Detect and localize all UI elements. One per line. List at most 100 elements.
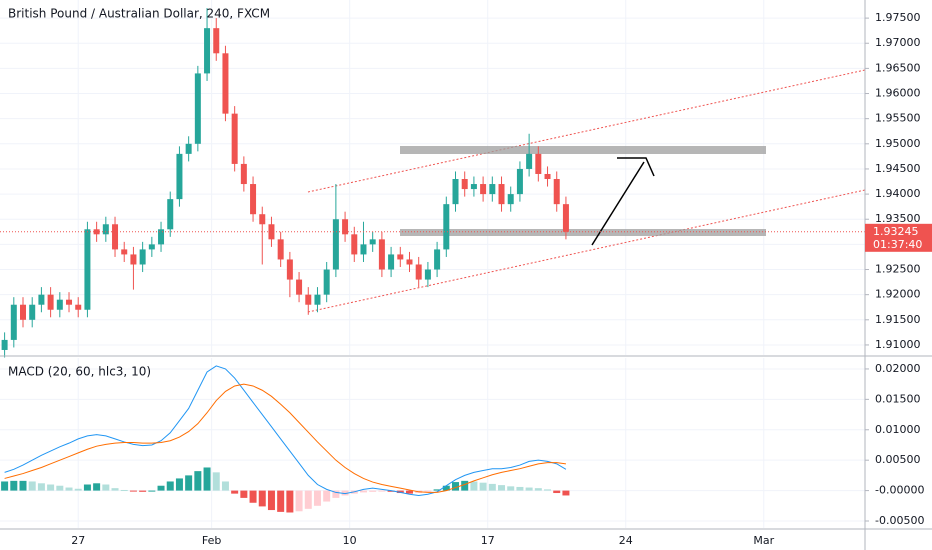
histogram-bar <box>221 481 229 491</box>
y-tick-label: 1.91500 <box>875 313 921 326</box>
candle-body <box>369 239 376 245</box>
candle-body <box>507 194 514 205</box>
candle-body <box>194 73 201 144</box>
candle-body <box>1 339 8 350</box>
y-tick-label: 1.93500 <box>875 212 921 225</box>
histogram-bar <box>74 488 82 491</box>
candle-body <box>526 153 533 169</box>
candle-body <box>47 294 54 310</box>
y-tick-label: 1.92000 <box>875 288 921 301</box>
histogram-bar <box>111 488 119 491</box>
candle-body <box>296 279 303 295</box>
histogram-bar <box>553 490 561 494</box>
candle-body <box>544 173 551 180</box>
histogram-bar <box>258 490 266 507</box>
histogram-bar <box>323 490 331 502</box>
histogram-bar <box>19 480 27 491</box>
candle-body <box>231 113 238 164</box>
candle-body <box>516 168 523 195</box>
candle-body <box>268 224 275 240</box>
candle-body <box>38 294 45 305</box>
candle-body <box>84 229 91 310</box>
histogram-bar <box>231 490 239 494</box>
candle-body <box>75 304 82 310</box>
candle-body <box>332 219 339 270</box>
histogram-bar <box>194 471 202 491</box>
candle-body <box>461 179 468 190</box>
resistance-zone <box>400 146 766 154</box>
x-tick-label: 10 <box>343 534 357 547</box>
histogram-bar <box>93 483 101 491</box>
candle-body <box>553 179 560 205</box>
last-price-label: 1.93245 <box>873 225 919 238</box>
candle-body <box>148 244 155 250</box>
candle-body <box>240 163 247 185</box>
histogram-bar <box>313 490 321 506</box>
candle-body <box>66 299 73 305</box>
histogram-bar <box>83 484 91 491</box>
candle-body <box>360 244 367 255</box>
candle-body <box>314 294 321 305</box>
y-tick-label: 0.00500 <box>875 453 921 466</box>
histogram-bar <box>10 480 18 491</box>
histogram-bar <box>175 478 183 491</box>
candle-body <box>562 204 569 232</box>
histogram-bar <box>267 490 275 511</box>
candle-body <box>204 28 211 74</box>
y-tick-label: 0.01500 <box>875 392 921 405</box>
y-tick-label: -0.00500 <box>875 514 924 527</box>
histogram-bar <box>37 483 45 491</box>
histogram-bar <box>120 489 128 491</box>
channel-top <box>307 69 866 193</box>
histogram-bar <box>295 490 303 512</box>
candle-body <box>56 299 63 310</box>
candle-body <box>351 234 358 255</box>
chart-title: British Pound / Australian Dollar, 240, … <box>8 7 270 21</box>
arrow-shaft <box>591 161 645 246</box>
candle-body <box>250 184 257 215</box>
candle-body <box>498 184 505 205</box>
histogram-bar <box>1 481 9 491</box>
candle-body <box>20 304 27 320</box>
candle-body <box>342 219 349 235</box>
x-tick-label: 24 <box>619 534 633 547</box>
macd-line <box>4 365 567 496</box>
candle-body <box>305 294 312 305</box>
histogram-bar <box>240 490 248 498</box>
histogram-bar <box>433 489 441 491</box>
y-tick-label: 1.94000 <box>875 187 921 200</box>
candle-body <box>415 264 422 280</box>
histogram-bar <box>534 488 542 491</box>
candle-body <box>167 199 174 230</box>
candle-body <box>158 229 165 245</box>
plot <box>0 8 865 513</box>
candle-body <box>213 28 220 54</box>
histogram-bar <box>452 482 460 491</box>
macd-line <box>4 383 566 493</box>
candle-body <box>406 259 413 265</box>
candle-body <box>10 304 17 340</box>
histogram-bar <box>470 481 478 491</box>
histogram-bar <box>378 490 386 492</box>
y-tick-label: 1.97000 <box>875 36 921 49</box>
y-tick-label: -0.00000 <box>875 484 924 497</box>
histogram-bar <box>424 490 432 492</box>
histogram-bar <box>157 485 165 491</box>
last-price-tag <box>865 223 932 252</box>
candle-body <box>102 224 109 235</box>
histogram-bar <box>525 487 533 491</box>
candle-body <box>452 179 459 205</box>
y-tick-label: 1.95000 <box>875 137 921 150</box>
candle-body <box>139 249 146 265</box>
histogram-bar <box>277 490 285 512</box>
histogram-bar <box>249 490 257 503</box>
candle-body <box>259 214 266 225</box>
histogram-bar <box>65 487 73 491</box>
histogram-bar <box>461 480 469 491</box>
y-tick-label: 0.01000 <box>875 423 921 436</box>
candle-body <box>323 269 330 295</box>
x-tick-label: 17 <box>481 534 495 547</box>
histogram-bar <box>185 475 193 491</box>
y-tick-label: 1.97500 <box>875 11 921 24</box>
